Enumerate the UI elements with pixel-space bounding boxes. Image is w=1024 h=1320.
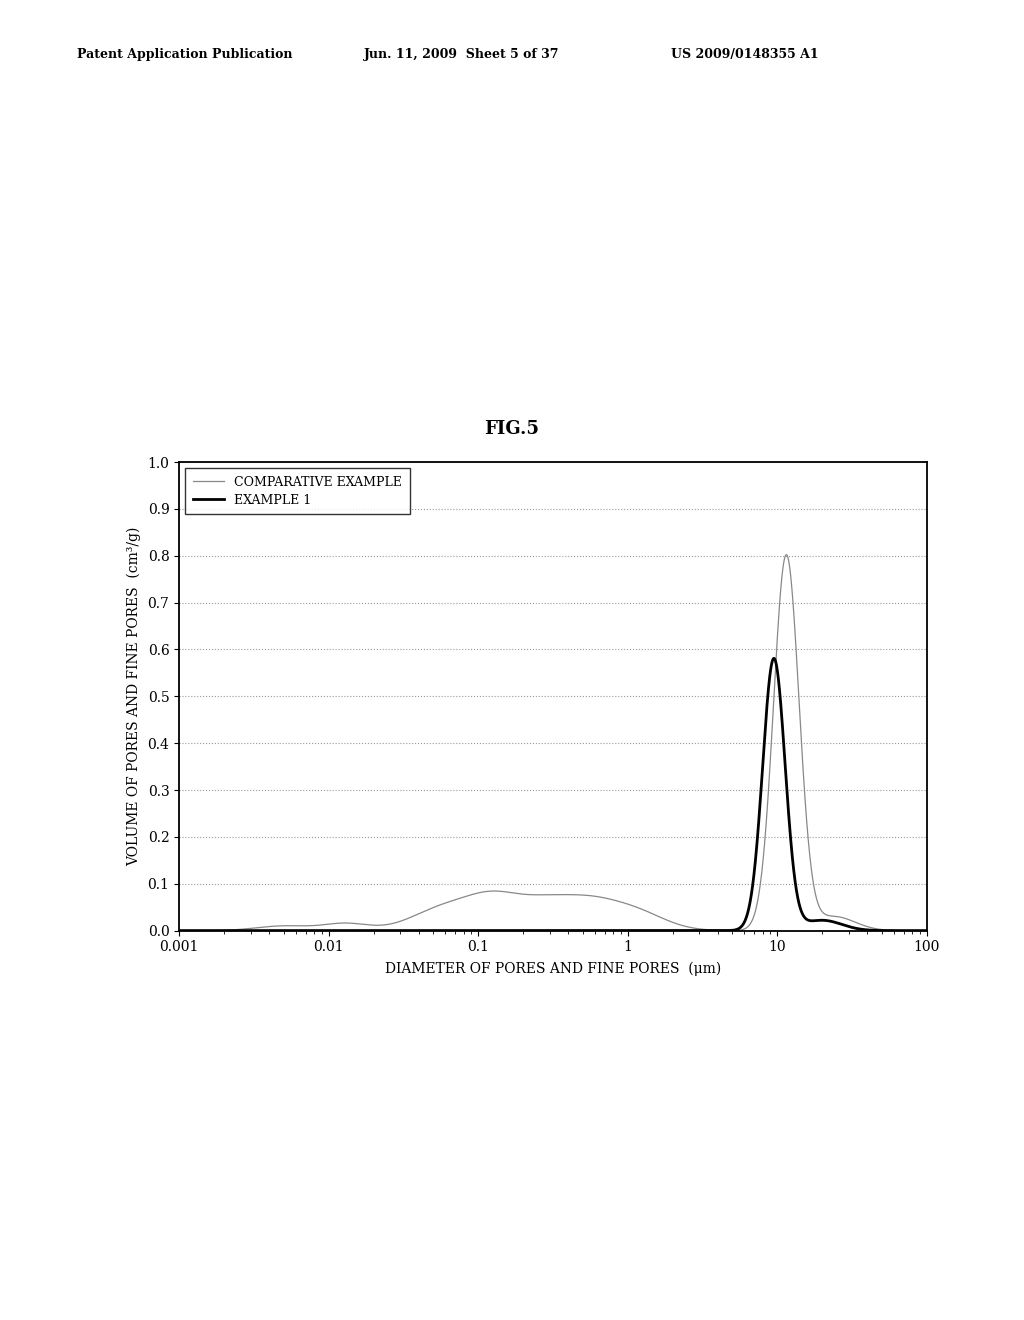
Line: COMPARATIVE EXAMPLE: COMPARATIVE EXAMPLE [179,554,927,931]
COMPARATIVE EXAMPLE [921,923,933,939]
Text: Jun. 11, 2009  Sheet 5 of 37: Jun. 11, 2009 Sheet 5 of 37 [364,48,559,61]
COMPARATIVE EXAMPLE [615,894,628,909]
X-axis label: DIAMETER OF PORES AND FINE PORES  (μm): DIAMETER OF PORES AND FINE PORES (μm) [385,961,721,975]
COMPARATIVE EXAMPLE [443,894,456,909]
COMPARATIVE EXAMPLE [648,907,660,923]
COMPARATIVE EXAMPLE [173,923,185,939]
EXAMPLE 1 [767,651,779,667]
COMPARATIVE EXAMPLE [780,546,793,562]
Line: EXAMPLE 1: EXAMPLE 1 [179,659,927,931]
EXAMPLE 1 [615,923,628,939]
EXAMPLE 1 [921,923,933,939]
Text: US 2009/0148355 A1: US 2009/0148355 A1 [671,48,818,61]
Text: FIG.5: FIG.5 [484,420,540,438]
COMPARATIVE EXAMPLE [727,923,739,939]
EXAMPLE 1 [443,923,456,939]
Y-axis label: VOLUME OF PORES AND FINE PORES  (cm³/g): VOLUME OF PORES AND FINE PORES (cm³/g) [126,527,140,866]
COMPARATIVE EXAMPLE [211,923,223,939]
EXAMPLE 1 [648,923,660,939]
EXAMPLE 1 [727,923,739,939]
EXAMPLE 1 [768,651,780,667]
Text: Patent Application Publication: Patent Application Publication [77,48,292,61]
Legend: COMPARATIVE EXAMPLE, EXAMPLE 1: COMPARATIVE EXAMPLE, EXAMPLE 1 [185,469,410,515]
EXAMPLE 1 [211,923,223,939]
EXAMPLE 1 [173,923,185,939]
COMPARATIVE EXAMPLE [767,701,779,717]
